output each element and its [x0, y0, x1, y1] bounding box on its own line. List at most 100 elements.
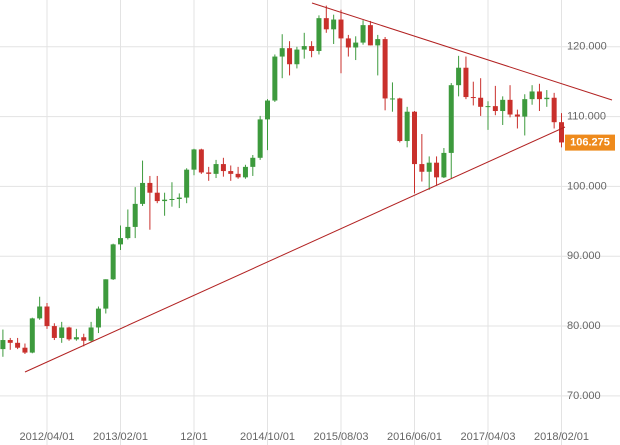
candle-body: [309, 46, 315, 51]
candle-body: [272, 56, 278, 101]
candle-body: [279, 48, 285, 57]
candle-body: [147, 182, 153, 193]
x-tick-label: 2016/06/01: [387, 431, 442, 443]
candle-body: [15, 342, 21, 348]
x-tick-label: 2017/04/03: [460, 431, 515, 443]
candle-body: [301, 46, 307, 50]
candle-body: [331, 19, 337, 30]
candle-body: [397, 98, 403, 142]
candles-layer: [0, 5, 564, 357]
labels-layer: 70.000 80.000 90.000 100.000 110.000 120.000 2…: [19, 41, 615, 443]
candle-body: [176, 197, 182, 199]
candle-body: [198, 149, 204, 173]
candle-body: [0, 340, 6, 350]
candle-body: [73, 337, 79, 340]
candle-body: [125, 226, 131, 239]
x-tick-label: 2014/10/01: [240, 431, 295, 443]
candle-body: [434, 162, 440, 178]
candle-body: [7, 340, 13, 343]
candle-body: [184, 169, 190, 198]
candle-body: [485, 106, 491, 108]
y-tick-label: 120.000: [567, 41, 607, 53]
candle-body: [140, 182, 146, 204]
candle-body: [323, 18, 329, 30]
candle-body: [492, 106, 498, 112]
candle-body: [257, 119, 263, 158]
y-tick-label: 90.000: [567, 250, 601, 262]
y-tick-label: 100.000: [567, 180, 607, 192]
support-trendline: [24, 126, 566, 373]
candle-body: [426, 162, 432, 172]
candle-body: [110, 244, 116, 280]
candle-body: [191, 149, 197, 170]
candle-body: [81, 337, 87, 341]
candle-body: [294, 49, 300, 65]
candle-body: [265, 100, 270, 120]
candle-body: [154, 192, 160, 202]
candle-body: [529, 91, 535, 100]
candle-body: [360, 25, 366, 43]
y-tick-label: 80.000: [567, 320, 601, 332]
resistance-trendline: [311, 2, 613, 101]
candle-body: [551, 97, 557, 123]
candle-body: [338, 19, 344, 39]
candle-body: [389, 98, 395, 100]
candle-body: [37, 306, 43, 319]
candle-body: [235, 173, 241, 178]
candle-body: [95, 308, 101, 328]
candle-body: [353, 42, 359, 48]
candle-body: [448, 85, 454, 153]
x-tick-label: 2015/08/03: [313, 431, 368, 443]
candle-body: [470, 97, 476, 99]
x-tick-label: 12/01: [180, 431, 208, 443]
candle-body: [456, 67, 462, 86]
candle-body: [287, 48, 293, 65]
candle-body: [412, 111, 417, 165]
candle-body: [544, 97, 550, 100]
candle-body: [250, 157, 256, 167]
candle-body: [22, 347, 28, 353]
candle-body: [500, 99, 506, 112]
y-tick-label: 70.000: [567, 390, 601, 402]
candle-body: [162, 199, 168, 202]
candle-body: [169, 198, 175, 200]
last-price-label: 106.275: [570, 137, 610, 149]
candle-body: [228, 171, 234, 174]
x-tick-label: 2013/02/01: [93, 431, 148, 443]
candle-body: [375, 39, 381, 46]
candle-body: [441, 152, 447, 178]
candle-body: [316, 18, 322, 51]
x-tick-label: 2012/04/01: [19, 431, 74, 443]
candle-body: [345, 38, 351, 48]
candle-body: [478, 97, 484, 107]
candle-body: [559, 122, 564, 143]
y-tick-label: 110.000: [567, 111, 606, 123]
candle-body: [59, 327, 65, 338]
candle-body: [382, 39, 388, 99]
last-price-box: [565, 134, 615, 151]
candle-body: [522, 99, 528, 117]
candle-body: [220, 164, 226, 172]
x-tick-label: 2018/02/01: [534, 431, 589, 443]
candle-body: [463, 67, 469, 98]
candle-body: [29, 318, 35, 353]
candle-body: [118, 238, 123, 245]
candle-body: [242, 166, 248, 178]
candle-body: [51, 326, 57, 338]
candle-body: [213, 164, 219, 174]
candle-body: [404, 111, 410, 142]
candle-body: [206, 172, 212, 174]
candle-body: [44, 306, 50, 327]
candle-body: [419, 164, 425, 172]
candle-body: [514, 114, 520, 117]
candle-body: [132, 203, 138, 227]
candle-body: [66, 327, 72, 340]
candle-body: [536, 91, 542, 100]
candle-body: [88, 327, 94, 341]
candle-body: [507, 99, 513, 115]
candle-body: [367, 25, 373, 46]
candle-body: [103, 279, 109, 309]
